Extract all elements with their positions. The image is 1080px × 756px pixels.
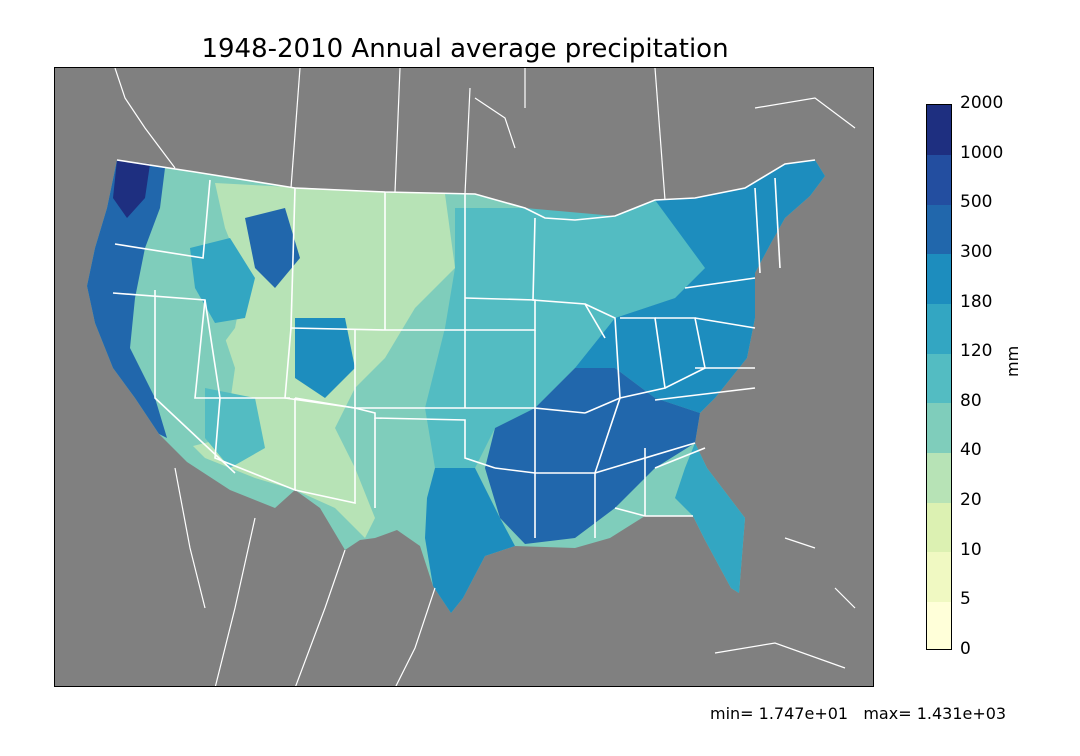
colorbar-tick-label: 80 [960,390,982,411]
stats-readout: min= 1.747e+01 max= 1.431e+03 [710,704,1006,723]
neighbor-borders [114,68,856,686]
colorbar-tick-label: 10 [960,539,982,560]
colorbar-segment [927,105,951,156]
colorbar-segment [927,452,951,503]
colorbar-segment [927,502,951,553]
colorbar-tick-label: 500 [960,192,993,213]
colorbar-tick-label: 1000 [960,142,1004,163]
colorbar-tick-label: 20 [960,490,982,511]
colorbar-tick-label: 5 [960,589,971,610]
map-canvas [87,68,856,686]
wet-zone-southeast [485,368,700,544]
moderate-zone-midwest [425,198,705,488]
colorbar-segment [927,154,951,205]
colorbar-tick-label: 180 [960,291,993,312]
colorbar-tick-label: 2000 [960,93,1004,113]
colorbar-segment [927,353,951,404]
map-title: 1948-2010 Annual average precipitation [201,34,729,64]
colorbar-tick-label: 40 [960,440,982,461]
wet-zone-olympic [113,160,150,218]
colorbar-tick-label: 300 [960,241,993,262]
mountain-zone-1 [190,238,255,323]
mountain-zone-3 [205,388,265,468]
florida [675,443,745,593]
wet-zone-texas-east [425,468,515,613]
mountain-zone-4 [245,208,300,288]
wet-zone-pacific [87,160,167,438]
colorbar [926,104,952,650]
colorbar-segment [927,551,951,602]
colorbar-segment [927,253,951,305]
colorbar-segment [927,204,951,255]
precipitation-map [54,67,874,687]
mountain-zone-2 [295,318,355,398]
colorbar-tick-label: 0 [960,639,971,659]
stats-max: max= 1.431e+03 [863,704,1007,723]
colorbar-segment [927,601,951,649]
colorbar-segment [927,402,951,453]
state-borders [112,159,816,538]
colorbar-tick-label: 120 [960,341,993,362]
colorbar-segment [927,303,951,354]
stats-min: min= 1.747e+01 [710,704,849,723]
colorbar-units-label: mm [1003,345,1022,377]
